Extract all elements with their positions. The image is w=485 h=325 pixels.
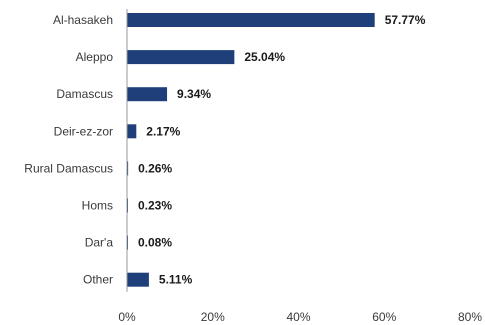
bar [127, 272, 149, 287]
category-label: Dar'a [85, 236, 114, 250]
labels-layer: Al-hasakeh 57.77% Aleppo 25.04% Damascus 9.34… [24, 13, 425, 287]
category-label: Aleppo [76, 50, 114, 64]
x-tick-label: 80% [458, 310, 482, 324]
bar [127, 161, 129, 176]
value-label: 25.04% [244, 50, 285, 64]
bars-layer [127, 13, 375, 287]
x-tick-label: 0% [118, 310, 136, 324]
category-label: Damascus [56, 87, 113, 101]
bar [127, 50, 235, 65]
bar [127, 124, 137, 139]
bar [127, 87, 168, 102]
value-label: 2.17% [146, 124, 180, 138]
value-label: 0.26% [138, 161, 172, 175]
category-label: Other [83, 273, 113, 287]
x-tick-label: 40% [286, 310, 310, 324]
category-label: Deir-ez-zor [54, 124, 113, 138]
value-label: 0.23% [138, 199, 172, 213]
bar [127, 13, 375, 27]
category-label: Al-hasakeh [53, 13, 113, 27]
category-label: Homs [82, 199, 113, 213]
value-label: 9.34% [177, 87, 211, 101]
category-label: Rural Damascus [24, 161, 113, 175]
x-tick-label: 60% [372, 310, 396, 324]
x-tick-label: 20% [201, 310, 225, 324]
value-label: 0.08% [138, 236, 172, 250]
value-label: 57.77% [385, 13, 426, 27]
x-axis-ticks: 0% 20% 40% 60% 80% [118, 310, 482, 324]
value-label: 5.11% [159, 273, 193, 287]
